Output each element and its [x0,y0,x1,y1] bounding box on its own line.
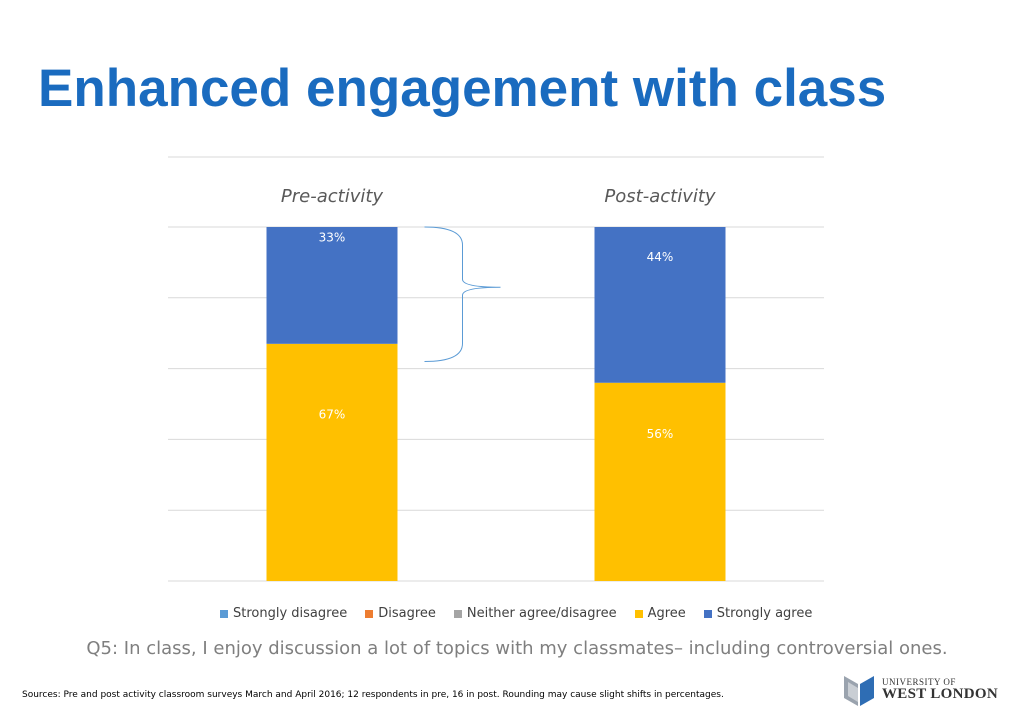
slide-title: Enhanced engagement with class [38,59,887,118]
category-label: Pre-activity [281,186,384,207]
legend-item: Disagree [365,606,436,621]
survey-question: Q5: In class, I enjoy discussion a lot o… [86,638,948,659]
legend-label: Agree [647,606,686,621]
legend-swatch [220,609,228,618]
legend-item: Agree [634,606,686,621]
sources-footnote: Sources: Pre and post activity classroom… [22,690,724,700]
data-label: 56% [647,427,674,441]
legend-label: Disagree [378,606,436,621]
bar-segment [594,382,726,581]
chart-legend: Strongly disagree Disagree Neither agree/d… [220,606,820,621]
bar-segment [594,227,726,383]
brace-annotation [424,226,501,363]
legend-swatch [365,609,374,618]
data-label: 44% [647,250,674,264]
legend-item: Strongly disagree [220,606,347,621]
legend-swatch [703,609,712,618]
legend-label: Strongly disagree [233,606,348,621]
data-label: 33% [319,230,346,244]
logo-line-2: WEST LONDON [882,686,998,702]
legend-swatch [634,609,643,618]
bar-segment [266,227,398,344]
legend-item: Neither agree/disagree [453,606,617,621]
bar-segment [266,343,398,581]
data-label: 67% [319,407,346,421]
stacked-bar-chart: Pre-activity 67% 33% Post-activity 56% 44% [168,156,824,582]
legend-label: Neither agree/disagree [466,606,617,621]
legend-swatch [453,609,462,618]
university-logo: UNIVERSITY OF WEST LONDON [842,672,1007,708]
logo-line-1: UNIVERSITY OF [882,677,956,687]
category-label: Post-activity [604,186,715,207]
legend-item: Strongly agree [703,606,813,621]
legend-label: Strongly agree [716,606,813,621]
university-shield-icon [844,676,874,706]
